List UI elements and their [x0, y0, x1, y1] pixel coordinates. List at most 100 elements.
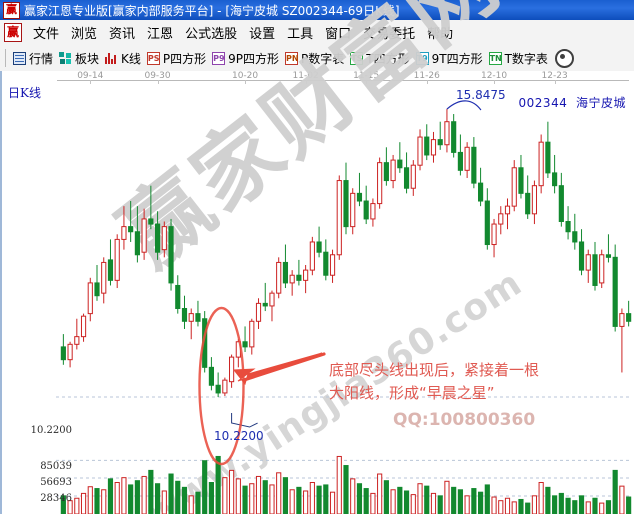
candle-body	[74, 336, 80, 345]
candle-body	[101, 261, 107, 294]
menu-item-trade[interactable]: 交易委托	[363, 27, 416, 42]
stock-label: 002344 海宁皮城	[519, 94, 626, 111]
volume-bar	[188, 495, 194, 514]
volume-bar	[255, 475, 262, 514]
volume-bar	[397, 486, 403, 514]
volume-bar	[94, 488, 100, 514]
volume-bar	[457, 489, 463, 514]
toolbar-button-kline[interactable]: K线	[102, 47, 144, 69]
candle-body	[309, 241, 315, 271]
candle-body	[578, 241, 585, 271]
menu-item-window[interactable]: 窗口	[325, 27, 352, 42]
volume-bar	[585, 501, 591, 514]
volume-bar	[114, 482, 120, 514]
candle-body	[612, 256, 618, 327]
volume-bar	[128, 484, 134, 514]
volume-bar	[518, 498, 524, 514]
x-axis-tick	[426, 80, 428, 84]
candle-body	[531, 185, 538, 215]
candle-body	[403, 167, 410, 189]
x-axis-tick	[554, 80, 556, 84]
candle-body	[383, 162, 389, 182]
volume-bar	[383, 480, 389, 514]
volume-bar	[208, 482, 214, 514]
toolbar-button-t-square[interactable]: TS T四方形	[347, 47, 412, 69]
volume-bar	[121, 477, 127, 514]
menu-item-news[interactable]: 资讯	[109, 27, 136, 42]
menu-item-settings[interactable]: 设置	[249, 27, 276, 42]
toolbar-button-sector[interactable]: 板块	[56, 47, 102, 69]
menu-item-tools[interactable]: 工具	[287, 27, 314, 42]
volume-bar	[215, 455, 221, 514]
high-price-tag: 15.8475	[456, 88, 506, 102]
pn-number-table-icon: PN	[285, 51, 299, 65]
volume-bar	[229, 469, 235, 514]
volume-axis-label-mid: 56693	[40, 477, 72, 488]
volume-bar	[107, 478, 114, 514]
toolbar-button-t-number-table[interactable]: TN T数字表	[486, 47, 551, 69]
candle-body	[296, 274, 302, 281]
candle-body	[94, 282, 100, 297]
candle-body	[255, 302, 262, 322]
candle-body	[572, 231, 578, 243]
toolbar-button-p-number-table[interactable]: PN P数字表	[282, 47, 347, 69]
candle-body	[525, 192, 531, 215]
candle-body	[451, 121, 457, 153]
volume-axis-label-high: 85039	[40, 461, 72, 472]
menu-item-file[interactable]: 文件	[33, 27, 60, 42]
candle-body	[565, 221, 571, 233]
candle-body	[60, 346, 66, 361]
candle-body	[511, 167, 517, 207]
price-axis-label: 10.2200	[30, 425, 72, 436]
volume-bar	[498, 500, 504, 514]
menu-item-formula-screen[interactable]: 公式选股	[185, 27, 238, 42]
x-axis-tick	[157, 80, 159, 84]
toolbar-button-quote[interactable]: 行情	[10, 47, 56, 69]
volume-bar	[329, 491, 336, 514]
candle-body	[208, 366, 214, 386]
candle-body	[377, 162, 383, 205]
toolbar-button-p-square[interactable]: PS P四方形	[144, 47, 209, 69]
candle-body	[599, 254, 605, 284]
candle-body	[87, 282, 93, 315]
annotation-line-1: 底部尽头线出现后，紧接着一根	[329, 361, 540, 379]
menu-item-help[interactable]: 帮助	[427, 27, 454, 42]
candle-body	[585, 254, 591, 271]
candle-body	[188, 313, 194, 322]
volume-bar	[363, 488, 369, 514]
volume-bar	[390, 489, 396, 514]
low-leader-line	[231, 413, 258, 428]
volume-bar	[417, 483, 423, 514]
candle-body	[276, 261, 282, 294]
toolbar-button-9p-square[interactable]: P9 9P四方形	[209, 47, 282, 69]
menu-item-gann[interactable]: 江恩	[147, 27, 174, 42]
tn-number-table-icon: TN	[488, 51, 502, 65]
volume-bar	[464, 495, 470, 514]
volume-bar	[296, 486, 302, 514]
volume-bar	[269, 484, 275, 514]
volume-bar	[276, 472, 282, 514]
volume-bar	[552, 495, 558, 514]
menu-item-browse[interactable]: 浏览	[71, 27, 98, 42]
volume-bar	[565, 497, 571, 514]
menu-logo-icon: 赢	[4, 23, 22, 42]
volume-bar	[309, 482, 315, 514]
candle-body	[390, 159, 396, 182]
candles-group	[60, 109, 632, 514]
candle-body	[417, 136, 423, 166]
candle-body	[619, 313, 625, 327]
candle-body	[457, 151, 463, 171]
target-circle-icon[interactable]	[554, 48, 574, 68]
toolbar-button-9t-square[interactable]: T9 9T四方形	[413, 47, 486, 69]
volume-axis-label-low: 28346	[40, 493, 72, 504]
candle-body	[195, 313, 201, 322]
volume-bar	[350, 478, 356, 514]
candle-body	[107, 259, 114, 281]
volume-bar	[249, 483, 255, 514]
volume-bar	[377, 473, 383, 514]
sector-blocks-icon	[59, 51, 72, 65]
x-axis-tick	[245, 80, 247, 84]
volume-bar	[175, 480, 181, 514]
kline-bars-icon	[105, 52, 118, 65]
x-axis-tick	[305, 80, 307, 84]
